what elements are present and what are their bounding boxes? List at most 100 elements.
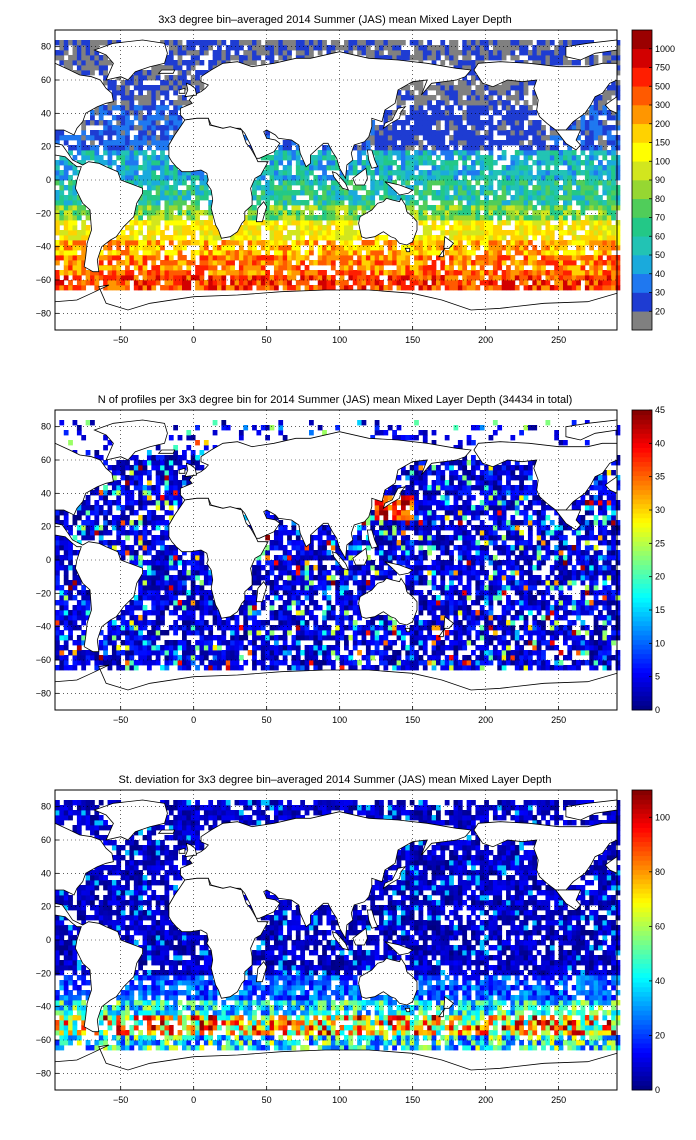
data-bin [506,280,511,286]
data-bin [484,210,489,216]
data-bin [173,115,179,121]
data-bin [541,235,546,241]
data-bin [396,195,402,201]
data-bin [400,55,406,61]
data-bin [313,620,319,626]
data-bin [554,260,560,266]
data-bin [98,155,104,161]
data-bin [63,645,69,651]
data-bin [142,160,148,166]
data-bin [138,270,143,276]
data-bin [510,285,516,291]
data-bin [383,630,389,636]
data-bin [611,135,616,141]
data-bin [365,45,371,51]
data-bin [313,270,319,276]
data-bin [466,285,472,291]
data-bin [195,60,200,66]
data-bin [440,255,446,261]
data-bin [182,220,187,226]
data-bin [532,270,538,276]
data-bin [444,125,450,131]
data-bin [554,250,560,256]
data-bin [506,630,511,636]
data-bin [615,660,621,666]
data-bin [278,275,284,281]
data-bin [322,285,327,291]
data-bin [344,640,349,646]
data-bin [151,240,157,246]
data-bin [265,280,270,286]
data-bin [330,260,336,266]
data-bin [304,170,310,176]
data-bin [146,200,152,206]
data-bin [203,650,209,656]
data-bin [462,270,468,276]
data-bin [186,650,192,656]
data-bin [313,160,319,166]
data-bin [387,260,393,266]
data-bin [492,650,498,656]
data-bin [142,220,148,226]
data-bin [168,65,174,71]
data-bin [492,55,498,61]
data-bin [90,65,95,71]
data-bin [116,150,122,156]
data-bin [76,660,82,666]
data-bin [335,200,341,206]
data-bin [339,665,345,671]
data-bin [457,260,463,266]
data-bin [304,205,310,211]
data-bin [514,645,520,651]
data-bin [541,190,546,196]
data-bin [554,210,560,216]
data-bin [252,665,257,671]
data-bin [352,165,358,171]
data-bin [273,645,279,651]
data-bin [120,115,126,121]
data-bin [497,650,503,656]
data-bin [523,130,529,136]
data-bin [435,110,441,116]
data-bin [471,115,476,121]
data-bin [527,40,533,46]
data-bin [282,625,288,631]
data-bin [269,635,275,641]
data-bin [418,140,424,146]
data-bin [278,150,284,156]
data-bin [466,150,472,156]
data-bin [85,60,91,66]
data-bin [479,655,485,661]
data-bin [177,230,183,236]
data-bin [523,665,529,671]
data-bin [593,260,599,266]
data-bin [190,650,196,656]
data-bin [422,95,428,101]
data-bin [278,260,284,266]
data-bin [125,170,130,176]
data-bin [256,55,262,61]
data-bin [571,220,577,226]
data-bin [580,120,586,126]
data-bin [142,635,148,641]
data-bin [510,235,516,241]
data-bin [322,620,327,626]
data-bin [173,50,179,56]
data-bin [514,140,520,146]
data-bin [335,630,341,636]
data-bin [370,120,376,126]
data-bin [545,55,551,61]
data-bin [558,230,564,236]
data-bin [435,155,441,161]
data-bin [125,245,130,251]
data-bin [418,260,424,266]
data-bin [68,185,73,191]
data-bin [506,220,511,226]
data-bin [418,280,424,286]
data-bin [431,260,437,266]
data-bin [339,655,345,661]
data-bin [519,650,524,656]
data-bin [173,625,179,631]
data-bin [523,240,529,246]
